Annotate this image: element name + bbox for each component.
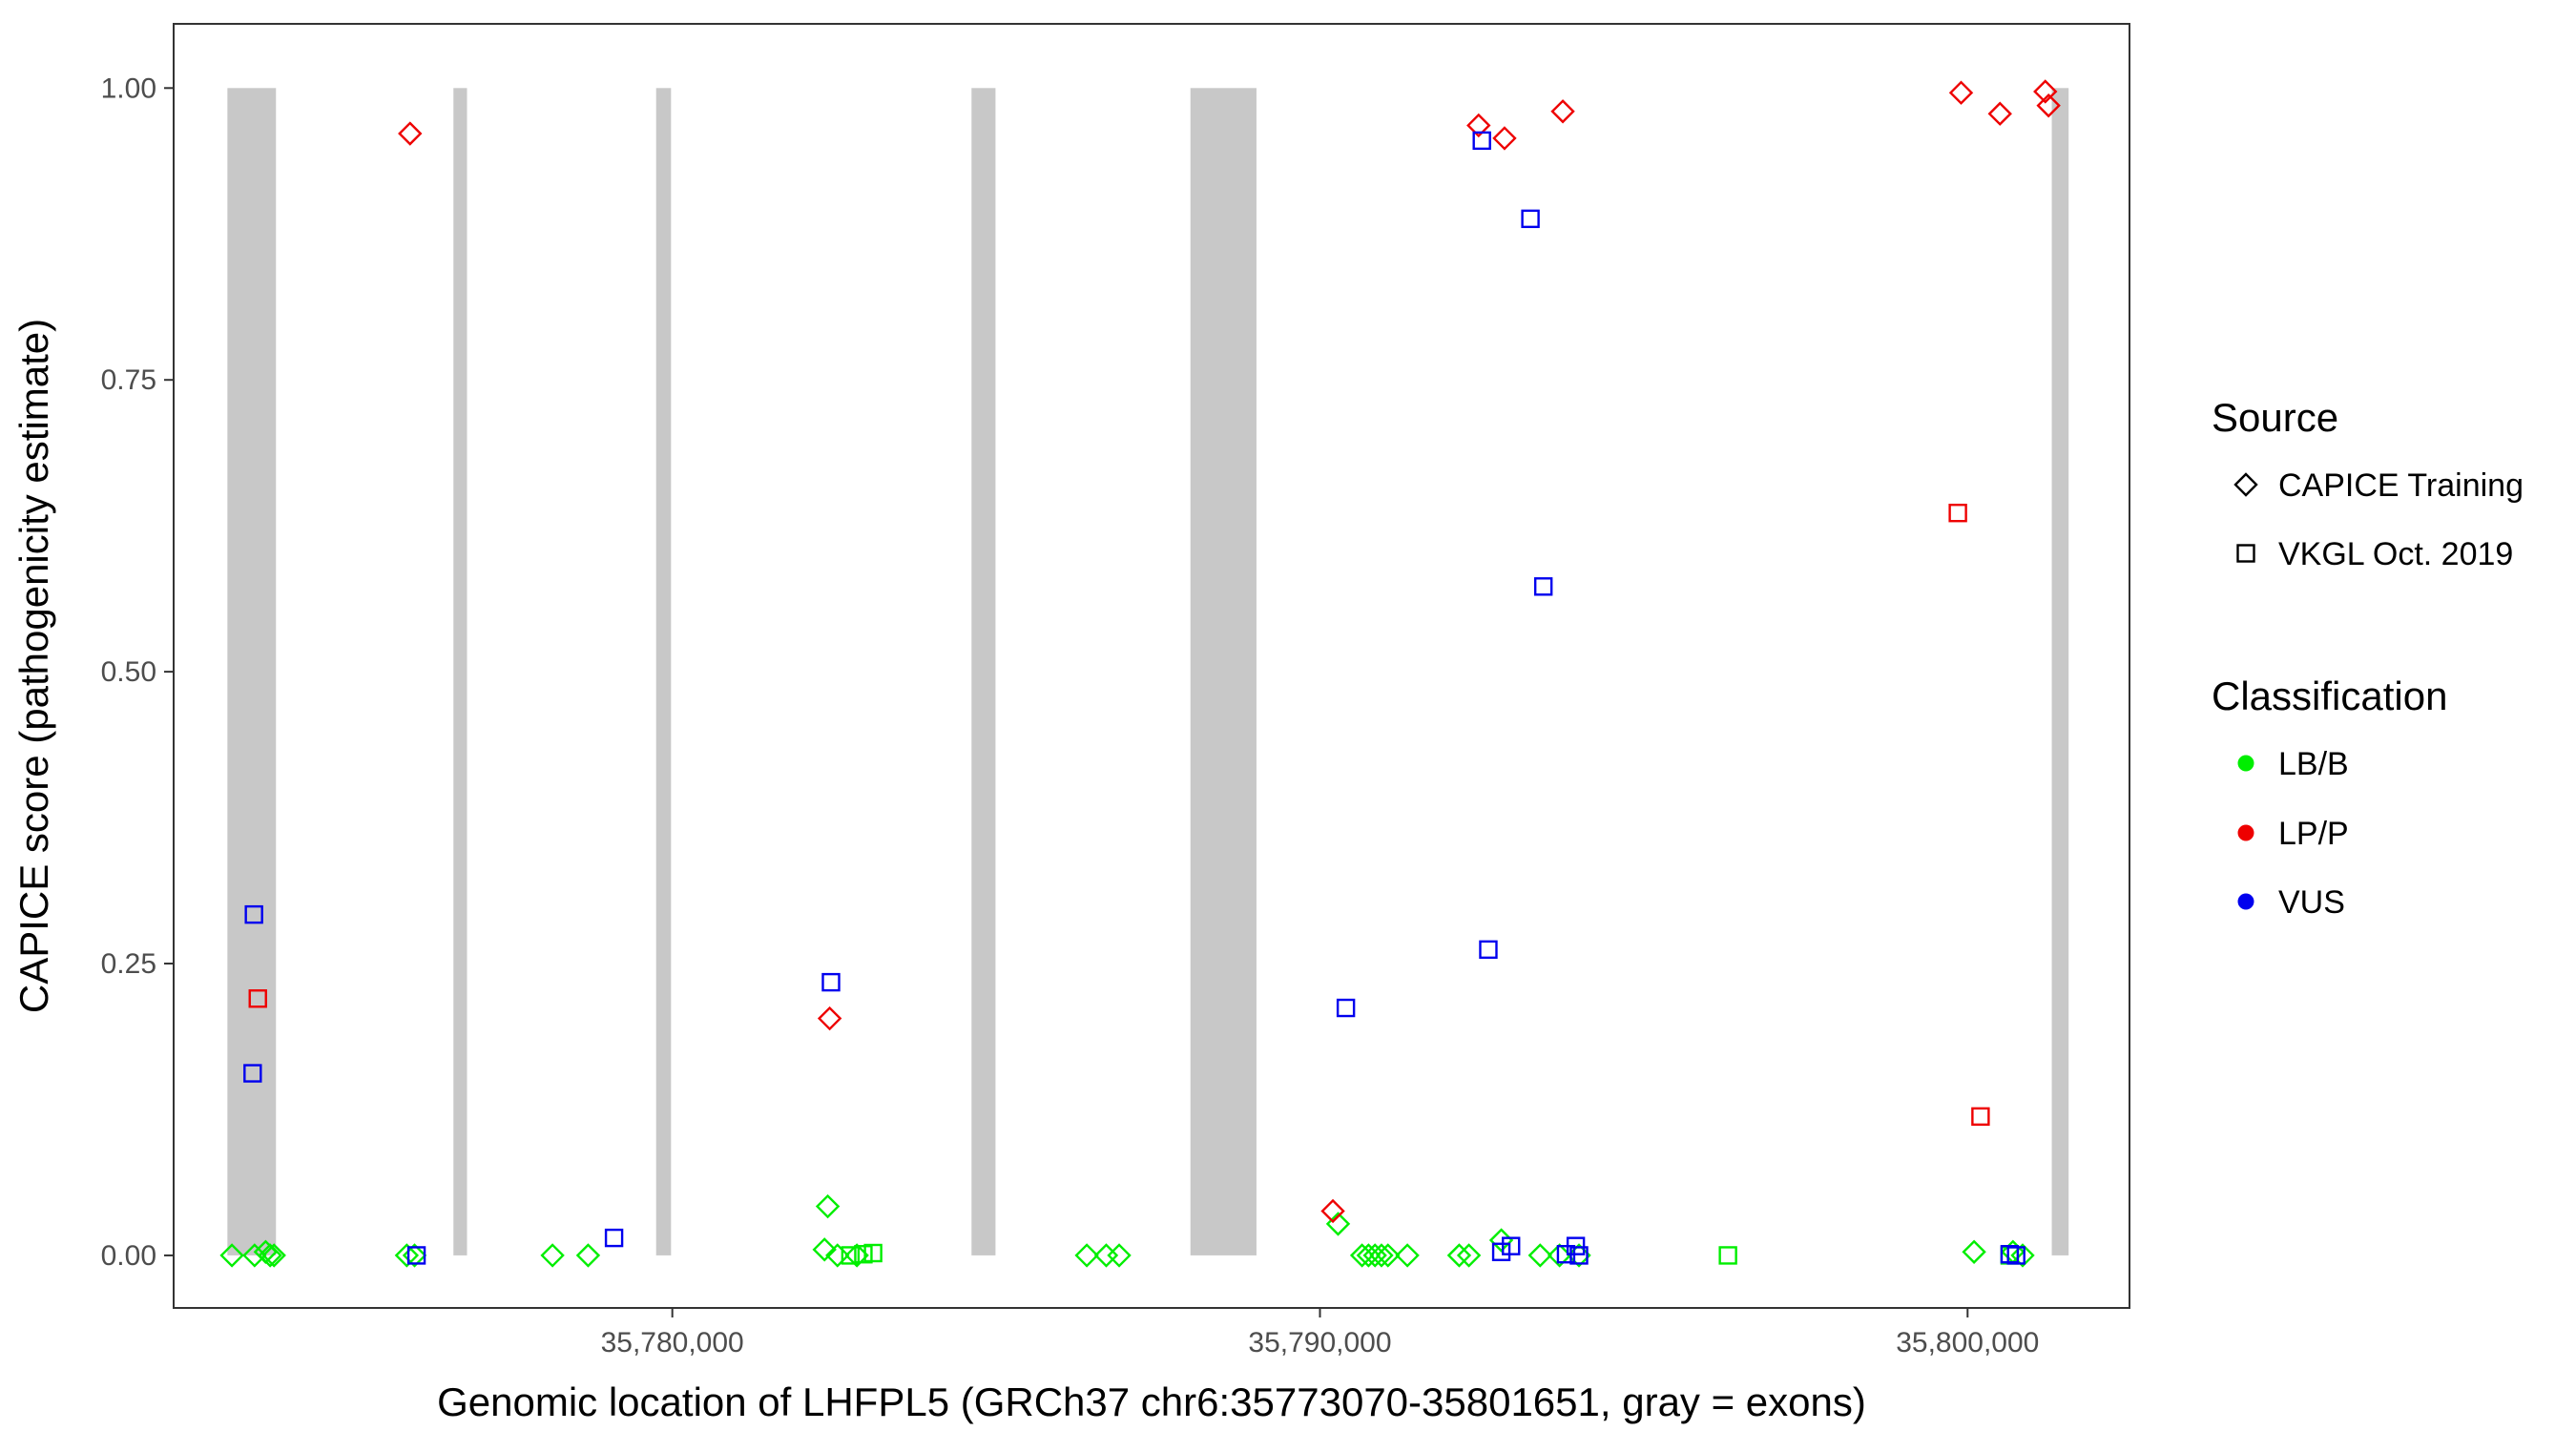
data-points [219, 79, 2061, 1268]
data-point-lb-b-diamond [261, 1243, 286, 1268]
legend-classification-title: Classification [2212, 674, 2447, 718]
legend-item-vus: VUS [2237, 884, 2345, 921]
legend-label-vus: VUS [2278, 884, 2345, 921]
legend-key-diamond [2233, 472, 2258, 497]
data-point-lp-p-square [1971, 1107, 1990, 1127]
data-point-lb-b-diamond [1074, 1243, 1099, 1268]
y-axis-title: CAPICE score (pathogenicity estimate) [11, 319, 56, 1013]
data-point-lb-b-diamond [2010, 1243, 2035, 1268]
data-point-lb-b-square [841, 1246, 861, 1265]
data-point-lb-b-diamond [1488, 1228, 1514, 1253]
blue-dot-icon [2237, 893, 2254, 910]
data-point-lb-b-diamond [825, 1243, 850, 1268]
data-point-vus-square [2000, 1245, 2020, 1264]
data-point-vus-square [1491, 1242, 1511, 1261]
data-point-lb-b-diamond [540, 1243, 565, 1268]
legend-key-dot [2237, 893, 2254, 910]
data-point-vus-square [1533, 577, 1553, 596]
legend-item-capice-training: CAPICE Training [2233, 467, 2524, 504]
data-point-vus-square [2006, 1246, 2025, 1265]
data-point-lb-b-diamond [394, 1243, 420, 1268]
data-point-vus-square [1569, 1246, 1589, 1265]
legend-item-vkgl-oct-2019: VKGL Oct. 2019 [2236, 536, 2513, 572]
exon-band-3 [655, 88, 672, 1255]
legend-item-lp-p: LP/P [2237, 816, 2349, 852]
y-tick-label: 1.00 [101, 73, 156, 104]
y-tick-label: 0.25 [101, 948, 156, 980]
legend-source-title: Source [2212, 395, 2338, 440]
data-point-lp-p-square [1948, 504, 1967, 523]
data-point-lb-b-diamond [1446, 1243, 1472, 1268]
data-point-lb-b-diamond [1527, 1243, 1552, 1268]
data-point-lp-p-diamond [1466, 113, 1491, 138]
exon-bands [227, 88, 2069, 1255]
data-point-lb-b-diamond [219, 1243, 244, 1268]
red-dot-icon [2237, 824, 2254, 841]
data-point-vus-square [1479, 940, 1498, 960]
data-point-lb-b-diamond [812, 1237, 837, 1262]
data-point-lb-b-square [854, 1245, 873, 1264]
data-point-lb-b-square [863, 1243, 883, 1263]
data-point-vus-square [1502, 1236, 1521, 1255]
legend-key-square [2236, 544, 2255, 563]
y-tick-label: 0.00 [101, 1240, 156, 1272]
y-tick-label: 0.50 [101, 656, 156, 688]
data-point-lb-b-diamond [815, 1193, 841, 1219]
legend-item-lb-b: LB/B [2237, 746, 2349, 782]
data-point-lb-b-diamond [1376, 1243, 1401, 1268]
legend-label-lb-b: LB/B [2278, 746, 2349, 782]
data-point-vus-square [1472, 131, 1491, 151]
exon-band-5 [1190, 88, 1257, 1255]
square-icon [2236, 544, 2255, 563]
exon-band-1 [227, 88, 277, 1255]
data-point-vus-square [406, 1246, 426, 1265]
data-point-lp-p-diamond [817, 1006, 842, 1031]
x-axis-title: Genomic location of LHFPL5 (GRCh37 chr6:… [437, 1379, 1866, 1424]
data-point-lp-p-diamond [1320, 1198, 1345, 1224]
legend-label-vkgl-oct-2019: VKGL Oct. 2019 [2278, 536, 2513, 572]
legend-label-capice-training: CAPICE Training [2278, 467, 2524, 504]
data-point-vus-square [1566, 1236, 1586, 1255]
data-point-vus-square [1521, 209, 1540, 229]
exon-band-4 [971, 88, 996, 1255]
legend-key-dot [2237, 824, 2254, 841]
data-point-lb-b-diamond [258, 1243, 282, 1268]
legend: Source CAPICE Training VKGL Oct. 2019 Cl… [2212, 395, 2524, 921]
data-point-lb-b-diamond [1107, 1243, 1132, 1268]
exon-band-2 [453, 88, 467, 1255]
green-dot-icon [2237, 755, 2254, 772]
data-point-lb-b-diamond [1395, 1243, 1420, 1268]
data-point-lb-b-square [1718, 1246, 1737, 1265]
data-point-lp-p-diamond [2036, 93, 2061, 118]
data-point-lb-b-diamond [1456, 1243, 1482, 1268]
x-tick-label: 35,790,000 [1248, 1327, 1391, 1358]
exon-band-6 [2051, 88, 2069, 1255]
data-point-lp-p-square [248, 989, 267, 1008]
x-tick-label: 35,800,000 [1896, 1327, 2039, 1358]
x-tick-label: 35,780,000 [601, 1327, 744, 1358]
data-point-lp-p-diamond [1550, 99, 1575, 124]
data-point-lp-p-diamond [1492, 126, 1517, 151]
data-point-vus-square [244, 904, 263, 924]
data-point-lb-b-diamond [575, 1243, 601, 1268]
legend-label-lp-p: LP/P [2278, 816, 2349, 852]
data-point-lp-p-diamond [2033, 79, 2058, 104]
data-point-lp-p-diamond [1948, 80, 1974, 105]
data-point-lp-p-diamond [398, 121, 423, 146]
data-point-lp-p-diamond [1987, 101, 2012, 126]
data-point-vus-square [821, 972, 841, 992]
data-point-lb-b-diamond [1962, 1239, 1986, 1264]
diamond-icon [2233, 472, 2258, 497]
plot-panel-border [173, 23, 2130, 1309]
data-point-lb-b-diamond [1369, 1243, 1394, 1268]
legend-key-dot [2237, 755, 2254, 772]
x-axis: 35,780,000 35,790,000 35,800,000 [601, 1308, 2039, 1358]
y-axis: 0.00 0.25 0.50 0.75 1.00 [101, 73, 174, 1272]
data-point-vus-square [243, 1064, 262, 1083]
data-point-vus-square [1336, 998, 1356, 1018]
data-point-vus-square [604, 1228, 624, 1248]
y-tick-label: 0.75 [101, 364, 156, 396]
